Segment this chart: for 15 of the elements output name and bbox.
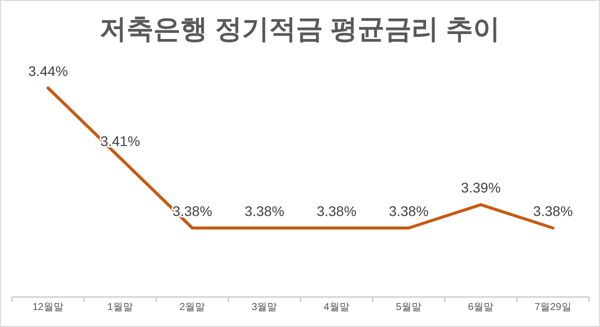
data-label: 3.38% [388,203,429,219]
x-tick-label: 12월말 [32,302,64,313]
x-tick-label: 7월29일 [534,302,572,313]
x-tick-label: 5월말 [396,302,422,313]
data-label: 3.39% [460,180,501,196]
x-tick-label: 4월말 [324,302,350,313]
data-label: 3.38% [244,203,284,219]
x-tick-label: 6월말 [468,302,494,313]
data-label: 3.38% [533,203,573,219]
x-tick-label: 2월말 [180,302,206,313]
x-tick-label: 3월말 [252,302,278,313]
x-tick-label: 1월말 [107,302,133,313]
data-label: 3.44% [28,63,68,79]
data-label: 3.38% [316,203,356,219]
chart-title: 저축은행 정기적금 평균금리 추이 [100,14,500,44]
